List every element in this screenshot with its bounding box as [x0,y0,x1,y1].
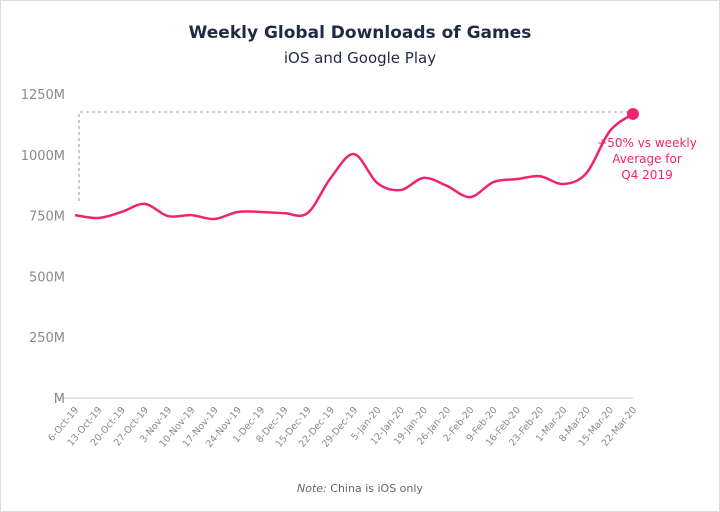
chart-subtitle: iOS and Google Play [283,49,437,67]
reference-dashed-line [78,111,633,201]
y-tick-label: 500M [29,270,65,285]
y-tick-label: M [54,392,65,407]
y-tick-label: 250M [29,331,65,346]
highlight-point [627,107,639,120]
series-line [74,112,634,221]
annotation-text: Average for [612,152,682,166]
note-label: Note: [297,482,327,495]
chart-title: Weekly Global Downloads of Games [188,23,532,43]
annotation-text: +50% vs weekly [597,136,697,150]
y-tick-label: 1000M [21,149,65,164]
chart-note: Note: China is iOS only [1,482,719,495]
note-text: China is iOS only [326,482,423,495]
annotation-text: Q4 2019 [621,168,672,182]
y-tick-label: 1250M [21,88,65,103]
y-tick-label: 750M [29,210,65,225]
